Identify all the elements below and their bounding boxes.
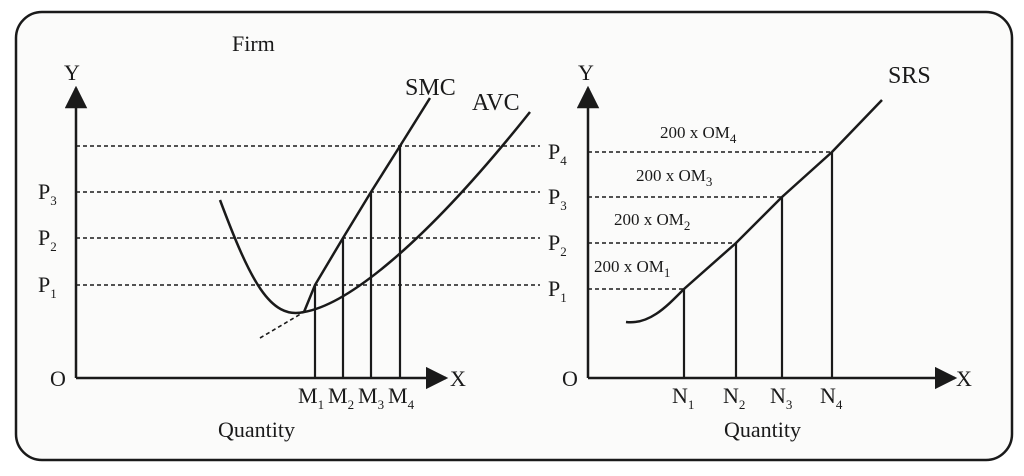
firm-x-axis-label: X xyxy=(450,366,466,391)
svg-text:P1: P1 xyxy=(38,272,57,301)
industry-qty-label-n3: N3 xyxy=(770,383,792,412)
svg-text:P2: P2 xyxy=(38,225,57,254)
industry-annotation-3: 200 x OM3 xyxy=(636,166,712,189)
firm-qty-label-m2: M2 xyxy=(328,383,354,412)
industry-panel: Y X O P4 P3 P2 P1 200 x OM4 200 x OM3 20… xyxy=(548,60,972,442)
industry-x-axis-label: X xyxy=(956,366,972,391)
firm-title: Firm xyxy=(232,31,275,56)
firm-qty-label-m3: M3 xyxy=(358,383,384,412)
firm-origin-label: O xyxy=(50,366,66,391)
smc-extension xyxy=(259,311,305,339)
svg-text:P3: P3 xyxy=(38,179,57,208)
firm-price-label-p1: P1 xyxy=(38,272,57,301)
industry-quantity-caption: Quantity xyxy=(724,417,801,442)
industry-annotation-2: 200 x OM2 xyxy=(614,210,690,233)
industry-price-label-p3: P3 xyxy=(548,184,567,213)
industry-qty-label-n2: N2 xyxy=(723,383,745,412)
industry-annotation-4: 200 x OM4 xyxy=(660,123,737,146)
industry-origin-label: O xyxy=(562,366,578,391)
smc-label: SMC xyxy=(405,75,456,101)
firm-qty-label-m4: M4 xyxy=(388,383,415,412)
srs-curve xyxy=(625,99,883,324)
firm-panel: Firm Y X O P3 P2 P1 SMC AVC xyxy=(38,31,540,442)
srs-label: SRS xyxy=(888,63,931,89)
firm-y-axis-label: Y xyxy=(64,60,80,85)
firm-price-label-p2: P2 xyxy=(38,225,57,254)
avc-label: AVC xyxy=(472,90,520,116)
industry-annotation-1: 200 x OM1 xyxy=(594,257,670,280)
industry-price-label-p2: P2 xyxy=(548,230,567,259)
smc-curve xyxy=(302,97,432,313)
industry-y-axis-label: Y xyxy=(578,60,594,85)
firm-qty-label-m1: M1 xyxy=(298,383,324,412)
firm-price-label-p3: P3 xyxy=(38,179,57,208)
firm-quantity-caption: Quantity xyxy=(218,417,295,442)
industry-qty-label-n1: N1 xyxy=(672,383,694,412)
industry-price-label-p4: P4 xyxy=(548,139,567,168)
industry-qty-label-n4: N4 xyxy=(820,383,843,412)
figure-frame xyxy=(14,10,1014,462)
industry-price-label-p1: P1 xyxy=(548,276,567,305)
